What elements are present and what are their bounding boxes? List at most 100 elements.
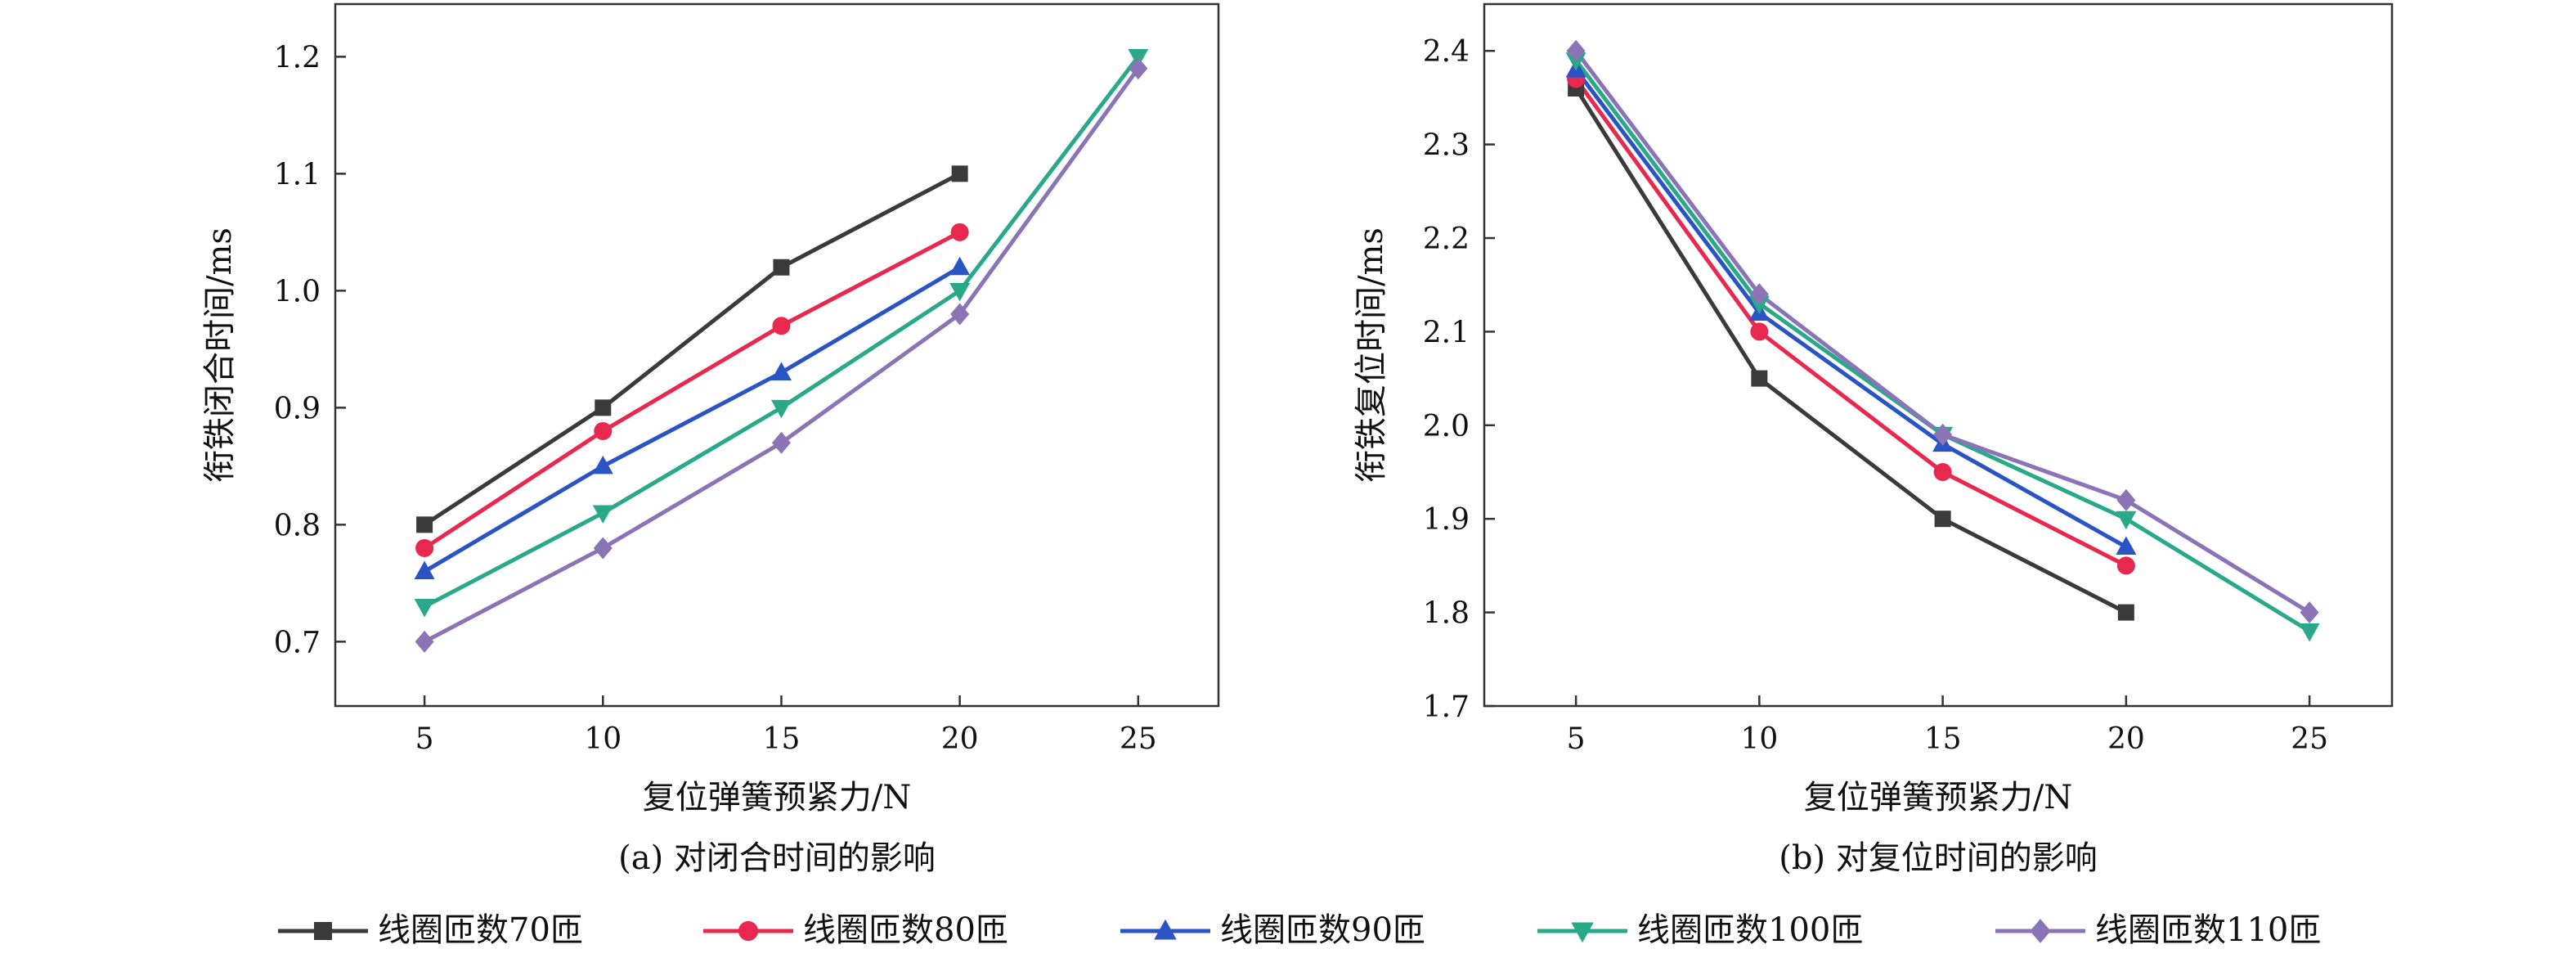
y-tick-label: 1.2 <box>274 41 321 74</box>
series-line <box>1574 49 2311 614</box>
data-point <box>414 598 435 618</box>
legend-marker <box>2030 919 2051 943</box>
x-tick-label: 15 <box>1924 722 1962 756</box>
legend-label: 线圈匝数80匝 <box>803 911 1008 949</box>
legend-label: 线圈匝数100匝 <box>1637 911 1863 949</box>
y-tick-label: 0.9 <box>274 392 321 425</box>
data-point <box>415 630 434 653</box>
x-tick-label: 20 <box>2107 722 2145 756</box>
y-tick-label: 1.7 <box>1423 690 1470 724</box>
legend-item: 线圈匝数90匝 <box>1120 911 1425 949</box>
data-point <box>951 165 968 182</box>
y-tick-label: 1.8 <box>1423 597 1470 631</box>
y-tick-label: 1.0 <box>274 275 321 308</box>
chart-caption: (b) 对复位时间的影响 <box>1779 839 2098 877</box>
series-line <box>423 67 1140 644</box>
y-tick-label: 0.7 <box>274 626 321 659</box>
y-tick-label: 2.3 <box>1423 129 1470 163</box>
y-tick-label: 1.1 <box>274 158 321 191</box>
data-point <box>593 537 613 560</box>
chart-closing-time: 5 10 15 20 25 0.7 0.8 0.9 1.0 1.1 1.2 衔铁闭合时间/ms 复… <box>201 2 1220 877</box>
series-line <box>423 265 961 573</box>
series-line <box>1574 68 2128 549</box>
data-point <box>2116 536 2137 555</box>
data-point <box>949 256 971 276</box>
data-point <box>770 362 792 380</box>
data-point <box>2116 488 2136 511</box>
chart-caption: (a) 对闭合时间的影响 <box>618 839 936 877</box>
data-point <box>2116 510 2137 530</box>
data-point <box>592 455 613 475</box>
y-tick-label: 1.9 <box>1423 503 1470 537</box>
x-axis-title: 复位弹簧预紧力/N <box>643 779 911 816</box>
y-axis: 0.7 0.8 0.9 1.0 1.1 1.2 <box>274 41 346 659</box>
data-point <box>2117 604 2134 621</box>
legend: 线圈匝数70匝 线圈匝数80匝 线圈匝数90匝 线圈匝数100匝 线圈匝数110匝 <box>278 911 2321 949</box>
data-point <box>950 223 969 241</box>
data-point <box>950 303 970 326</box>
plot-frame <box>334 2 1220 708</box>
data-point <box>592 505 613 524</box>
legend-marker <box>1571 922 1594 943</box>
y-tick-label: 2.0 <box>1423 410 1470 443</box>
data-point <box>595 399 612 416</box>
x-axis: 5 10 15 20 25 <box>1567 695 2328 756</box>
series-layer <box>414 48 1149 653</box>
x-tick-label: 5 <box>415 722 434 756</box>
data-point <box>1129 57 1148 80</box>
data-point <box>415 538 434 557</box>
data-point <box>414 560 435 580</box>
x-tick-label: 10 <box>584 722 622 756</box>
series-line <box>1574 87 2127 614</box>
legend-item: 线圈匝数70匝 <box>278 911 583 949</box>
data-point <box>949 282 971 302</box>
plot-frame <box>1483 2 2394 708</box>
data-point <box>1749 283 1769 306</box>
data-point <box>1934 510 1951 528</box>
legend-item: 线圈匝数80匝 <box>703 911 1008 949</box>
data-point <box>1566 39 1586 62</box>
data-point <box>1933 463 1952 481</box>
series-layer <box>1565 39 2320 642</box>
x-tick-label: 15 <box>763 722 801 756</box>
legend-marker <box>314 922 332 940</box>
data-point <box>770 399 792 419</box>
data-point <box>1750 322 1769 341</box>
legend-marker <box>1154 919 1177 940</box>
y-axis-title: 衔铁闭合时间/ms <box>201 227 239 483</box>
data-point <box>594 421 613 440</box>
x-tick-label: 20 <box>941 722 979 756</box>
legend-item: 线圈匝数100匝 <box>1537 911 1863 949</box>
data-point <box>1751 370 1768 387</box>
x-tick-label: 25 <box>2291 722 2328 756</box>
data-point <box>772 317 791 335</box>
legend-marker <box>738 920 759 942</box>
data-point <box>1933 423 1953 446</box>
data-point <box>2116 556 2135 575</box>
y-tick-label: 0.8 <box>274 509 321 542</box>
x-tick-label: 10 <box>1740 722 1778 756</box>
x-tick-label: 25 <box>1120 722 1157 756</box>
x-axis-title: 复位弹簧预紧力/N <box>1804 779 2072 816</box>
data-point <box>2300 601 2319 624</box>
chart-reset-time: 5 10 15 20 25 1.7 1.8 1.9 2.0 2.1 2.2 2.3 2.4 衔铁复位时… <box>1353 2 2394 877</box>
data-point <box>771 431 791 454</box>
series-line <box>423 230 961 551</box>
y-axis-title: 衔铁复位时间/ms <box>1353 227 1390 483</box>
legend-label: 线圈匝数90匝 <box>1220 911 1425 949</box>
data-point <box>773 259 790 276</box>
legend-item: 线圈匝数110匝 <box>1995 911 2321 949</box>
x-tick-label: 5 <box>1567 722 1586 756</box>
series-line <box>1574 78 2127 568</box>
x-axis: 5 10 15 20 25 <box>415 695 1157 756</box>
y-tick-label: 2.1 <box>1423 316 1470 349</box>
legend-label: 线圈匝数70匝 <box>378 911 583 949</box>
legend-label: 线圈匝数110匝 <box>2095 911 2321 949</box>
y-tick-label: 2.2 <box>1423 223 1470 256</box>
y-tick-label: 2.4 <box>1423 35 1470 69</box>
y-axis: 1.7 1.8 1.9 2.0 2.1 2.2 2.3 2.4 <box>1423 35 1495 724</box>
data-point <box>416 516 433 533</box>
data-point <box>2299 623 2320 642</box>
series-line <box>423 172 961 527</box>
